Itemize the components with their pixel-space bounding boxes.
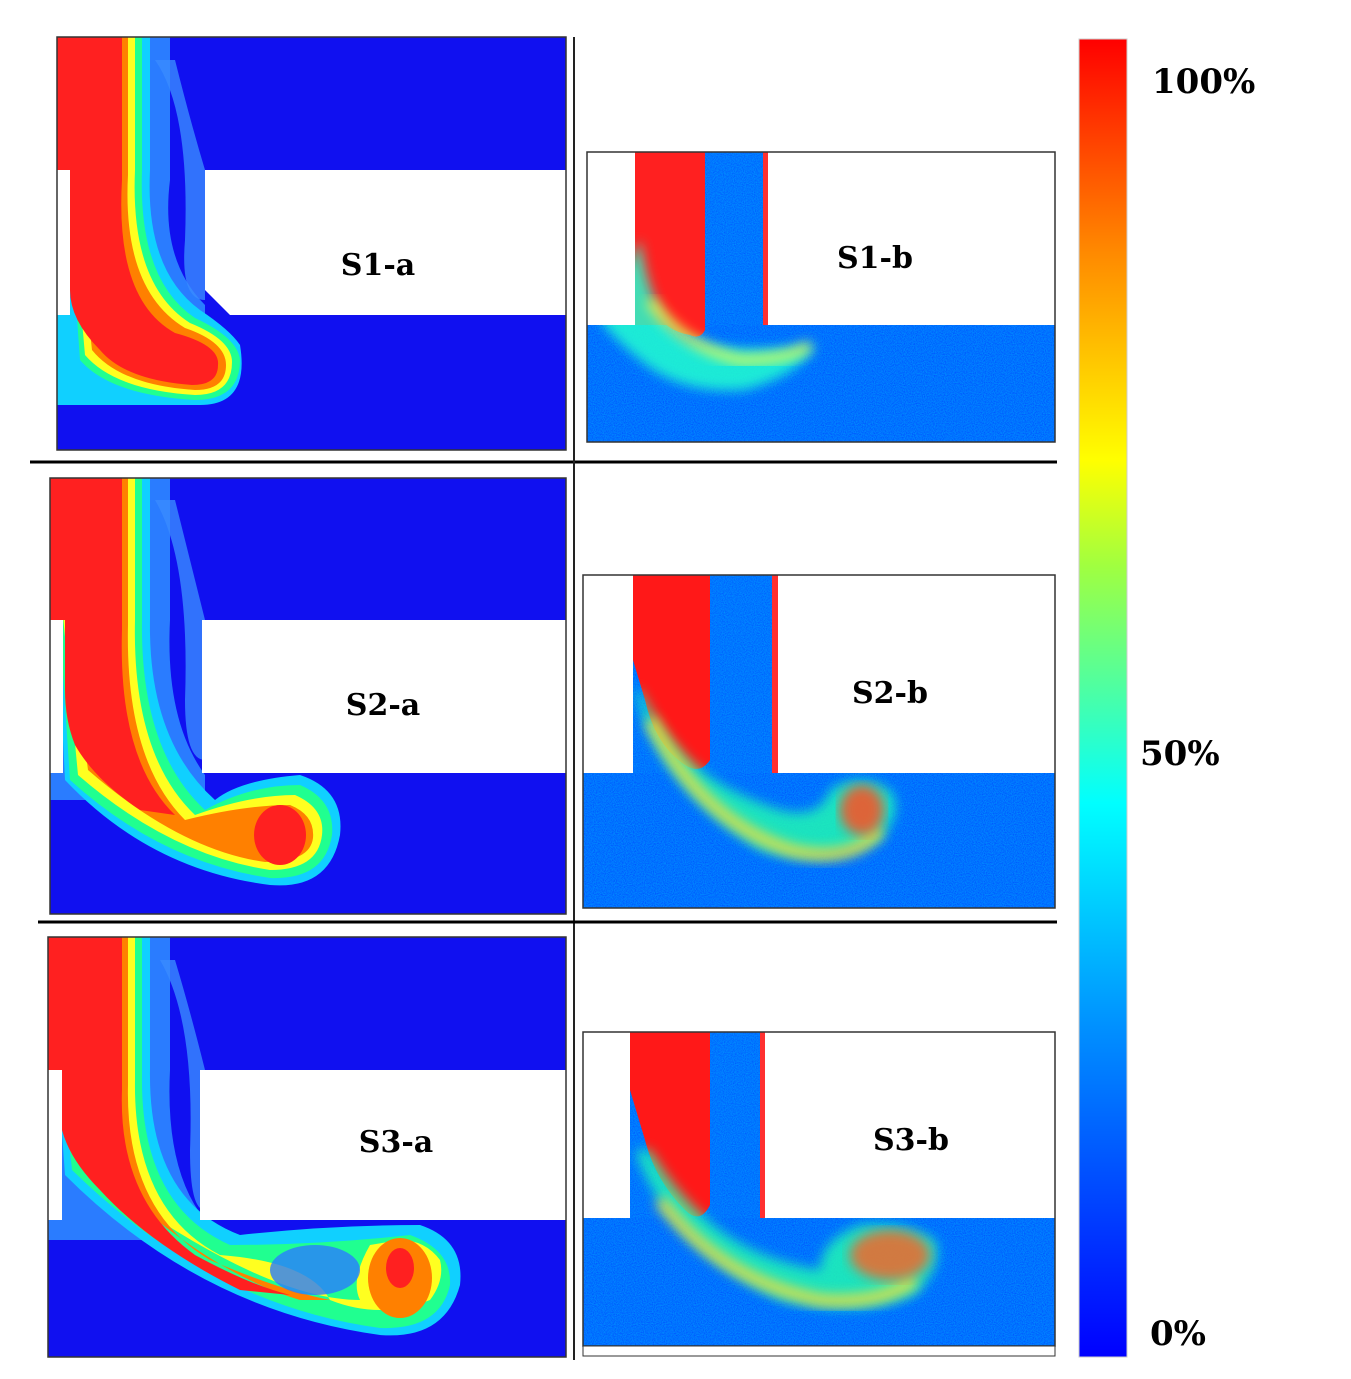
panel-label: S2-b	[852, 676, 928, 711]
panel-label: S1-a	[341, 248, 415, 283]
panel-s2-a: S2-a	[49, 477, 567, 915]
panel-s1-a: S1-a	[56, 36, 567, 451]
panel-s2-b: S2-b	[582, 574, 1056, 909]
panel-label: S3-b	[873, 1123, 949, 1158]
panel-label: S1-b	[837, 241, 913, 276]
colorbar-tick-100: 100%	[1152, 62, 1255, 102]
panel-s1-b: S1-b	[586, 151, 1056, 443]
colorbar-tick-0: 0%	[1150, 1314, 1206, 1354]
panel-s3-a: S3-a	[47, 936, 567, 1358]
panel-label: S2-a	[346, 688, 420, 723]
panel-s3-b: S3-b	[582, 1031, 1056, 1357]
colorbar: 100% 50% 0%	[1078, 38, 1255, 1358]
panel-label: S3-a	[359, 1125, 433, 1160]
colorbar-gradient	[1078, 38, 1128, 1358]
colorbar-tick-50: 50%	[1140, 734, 1220, 774]
